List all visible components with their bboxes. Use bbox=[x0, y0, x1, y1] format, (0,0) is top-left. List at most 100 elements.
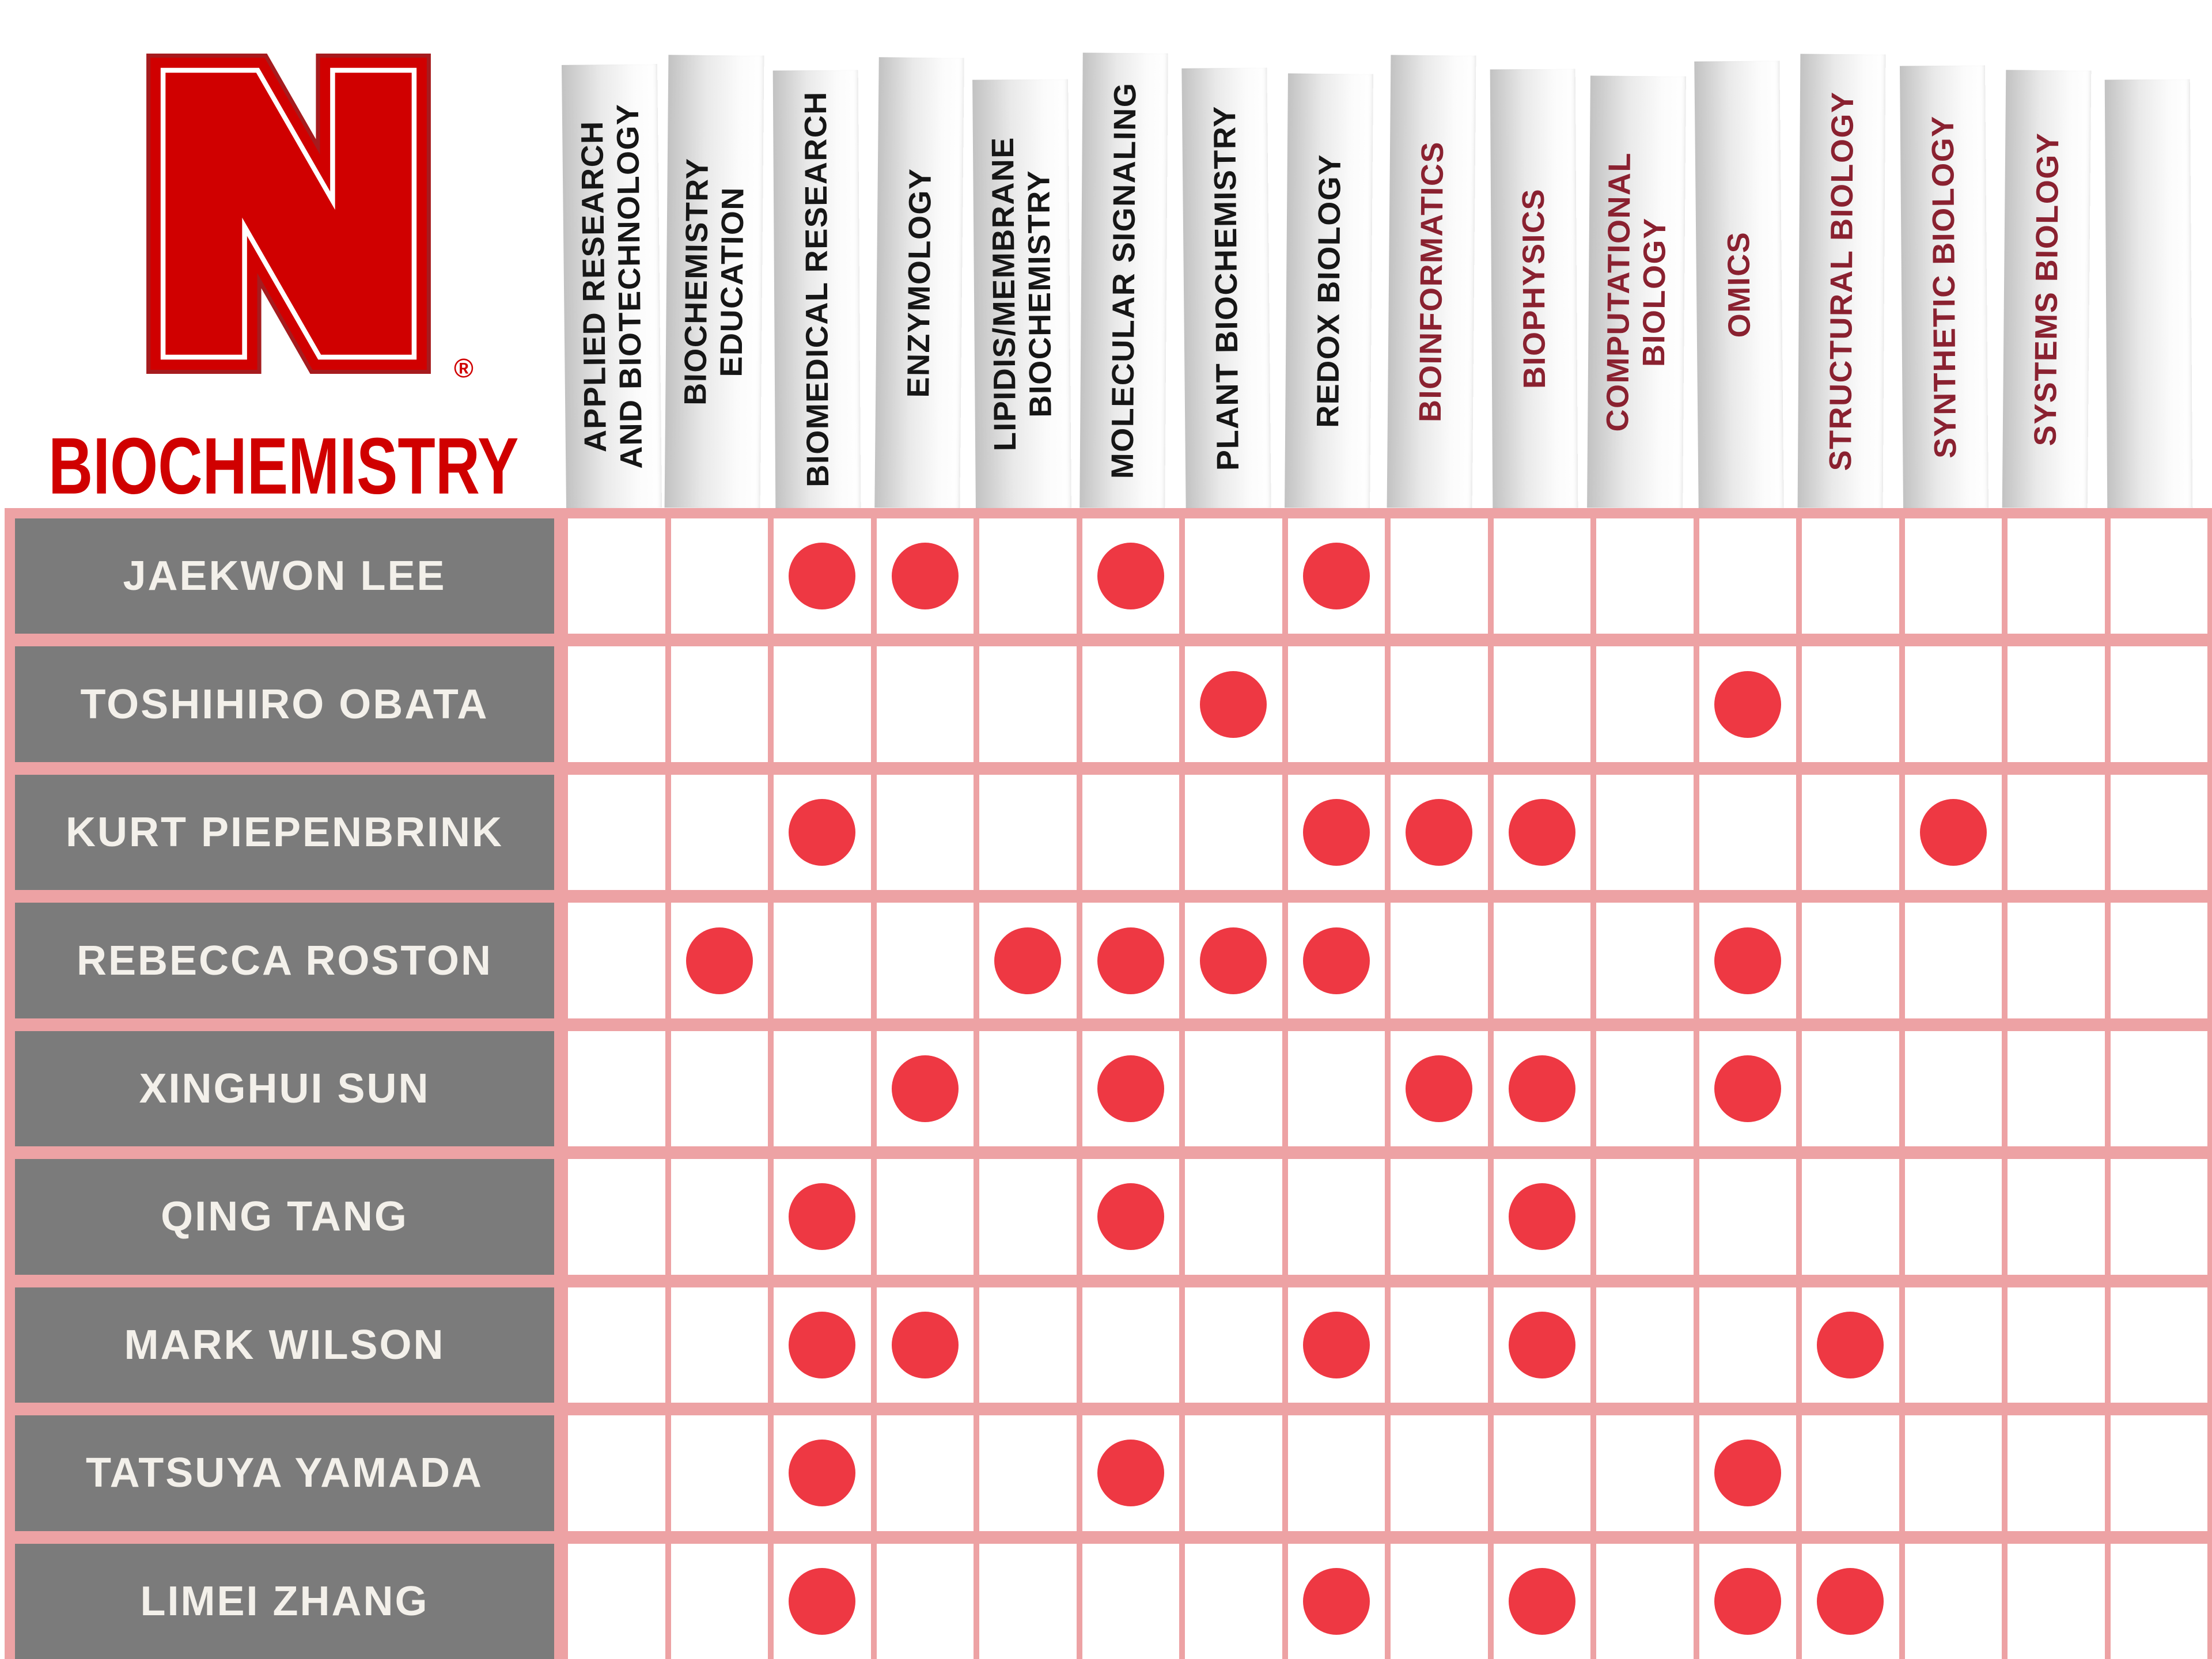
dot-qing-tang-molecular-signaling bbox=[1097, 1183, 1164, 1251]
column-header-redox-biology: REDOX BIOLOGY bbox=[1285, 73, 1374, 509]
dot-tatsuya-yamada-biomedical-research bbox=[789, 1440, 856, 1507]
row-label-limei-zhang: LIMEI ZHANG bbox=[15, 1543, 562, 1659]
grid-cell-mark-wilson-lipidis-membrane-biochemistry bbox=[979, 1287, 1077, 1403]
faculty-matrix: JAEKWON LEE TOSHIHIRO OBATA KURT PIEPENBRI… bbox=[5, 508, 2212, 1659]
row-label-jaekwon-lee: JAEKWON LEE bbox=[15, 518, 562, 634]
grid-cell-jaekwon-lee-applied-research-and-biotechnology bbox=[568, 518, 665, 634]
grid-cell-rebecca-roston-systems-biology bbox=[2008, 903, 2105, 1018]
grid-cell-tatsuya-yamada-structural-biology bbox=[1802, 1415, 1899, 1531]
grid-cell-toshihiro-obata-molecular-signaling bbox=[1082, 646, 1179, 762]
row-label-mark-wilson: MARK WILSON bbox=[15, 1287, 562, 1403]
grid-cell-xinghui-sun-applied-research-and-biotechnology bbox=[568, 1031, 665, 1147]
grid-cell-limei-zhang-biophysics bbox=[1493, 1543, 1590, 1659]
grid-cell-xinghui-sun-synthetic-biology bbox=[1904, 1031, 2002, 1147]
column-header-biomedical-research: BIOMEDICAL RESEARCH bbox=[772, 70, 861, 509]
grid-cell-tatsuya-yamada-biochemistry-education bbox=[671, 1415, 768, 1531]
grid-cell-qing-tang-molecular-signaling bbox=[1082, 1159, 1179, 1275]
column-header-label: BIOINFORMATICS bbox=[1413, 141, 1450, 423]
dot-qing-tang-biomedical-research bbox=[789, 1183, 856, 1251]
dot-limei-zhang-omics bbox=[1714, 1567, 1781, 1635]
grid-cell-qing-tang-biomedical-research bbox=[774, 1159, 871, 1275]
grid-cell-limei-zhang-structural-biology bbox=[1802, 1543, 1899, 1659]
column-header-label: LIPIDIS/MEMBRANE BIOCHEMISTRY bbox=[985, 137, 1058, 452]
dot-rebecca-roston-biochemistry-education bbox=[685, 927, 753, 994]
grid-cell-xinghui-sun-enzymology bbox=[876, 1031, 974, 1147]
grid-cell-rebecca-roston-structural-biology bbox=[1802, 903, 1899, 1018]
column-header-label: MOLECULAR SIGNALING bbox=[1105, 82, 1143, 479]
dot-limei-zhang-redox-biology bbox=[1302, 1567, 1370, 1635]
grid-cell-mark-wilson-structural-biology bbox=[1802, 1287, 1899, 1403]
brand-wordmark: BIOCHEMISTRY bbox=[48, 421, 519, 511]
column-header-label: OMICS bbox=[1721, 231, 1757, 338]
grid-cell-toshihiro-obata-applied-research-and-biotechnology bbox=[568, 646, 665, 762]
grid-cell-toshihiro-obata-omics bbox=[1699, 646, 1796, 762]
grid-cell-rebecca-roston-redox-biology bbox=[1287, 903, 1385, 1018]
grid-cell-mark-wilson-synthetic-biology bbox=[1904, 1287, 2002, 1403]
grid-cell-tatsuya-yamada-computational-biology bbox=[1596, 1415, 1694, 1531]
grid-cell-qing-tang-biochemistry-education bbox=[671, 1159, 768, 1275]
grid-cell-rebecca-roston-enzymology bbox=[876, 903, 974, 1018]
column-header-label: SYNTHETIC BIOLOGY bbox=[1925, 115, 1963, 459]
column-header-structural-biology: STRUCTURAL BIOLOGY bbox=[1797, 54, 1886, 509]
dot-jaekwon-lee-redox-biology bbox=[1302, 543, 1370, 610]
grid-cell-jaekwon-lee-computational-biology bbox=[1596, 518, 1694, 634]
dot-jaekwon-lee-biomedical-research bbox=[789, 543, 856, 610]
grid-cell-xinghui-sun-molecular-signaling bbox=[1082, 1031, 1179, 1147]
grid-cell-mark-wilson-applied-research-and-biotechnology bbox=[568, 1287, 665, 1403]
grid-cell-qing-tang-blank bbox=[2110, 1159, 2207, 1275]
grid-cell-limei-zhang-bioinformatics bbox=[1391, 1543, 1488, 1659]
grid-cell-rebecca-roston-applied-research-and-biotechnology bbox=[568, 903, 665, 1018]
grid-cell-xinghui-sun-blank bbox=[2110, 1031, 2207, 1147]
dot-mark-wilson-redox-biology bbox=[1302, 1311, 1370, 1378]
grid-cell-limei-zhang-lipidis-membrane-biochemistry bbox=[979, 1543, 1077, 1659]
grid-cell-tatsuya-yamada-plant-biochemistry bbox=[1185, 1415, 1282, 1531]
column-header-applied-research-and-biotechnology: APPLIED RESEARCH AND BIOTECHNOLOGY bbox=[561, 64, 662, 509]
grid-cell-toshihiro-obata-enzymology bbox=[876, 646, 974, 762]
column-header-biochemistry-education: BIOCHEMISTRY EDUCATION bbox=[664, 55, 764, 509]
dot-qing-tang-biophysics bbox=[1508, 1183, 1575, 1251]
dot-jaekwon-lee-enzymology bbox=[891, 543, 959, 610]
dot-tatsuya-yamada-omics bbox=[1714, 1440, 1781, 1507]
dot-rebecca-roston-molecular-signaling bbox=[1097, 927, 1164, 994]
grid-cell-mark-wilson-omics bbox=[1699, 1287, 1796, 1403]
grid-cell-mark-wilson-plant-biochemistry bbox=[1185, 1287, 1282, 1403]
grid-cell-tatsuya-yamada-biophysics bbox=[1493, 1415, 1590, 1531]
grid-cell-rebecca-roston-biomedical-research bbox=[774, 903, 871, 1018]
grid-cell-jaekwon-lee-bioinformatics bbox=[1391, 518, 1488, 634]
dot-kurt-piepenbrink-biophysics bbox=[1508, 799, 1575, 866]
grid-cell-xinghui-sun-bioinformatics bbox=[1391, 1031, 1488, 1147]
grid-cell-qing-tang-biophysics bbox=[1493, 1159, 1590, 1275]
dot-rebecca-roston-plant-biochemistry bbox=[1200, 927, 1267, 994]
grid-cell-tatsuya-yamada-enzymology bbox=[876, 1415, 974, 1531]
grid-cell-rebecca-roston-biophysics bbox=[1493, 903, 1590, 1018]
dot-limei-zhang-biophysics bbox=[1508, 1567, 1575, 1635]
grid-cell-qing-tang-structural-biology bbox=[1802, 1159, 1899, 1275]
dot-limei-zhang-structural-biology bbox=[1817, 1567, 1884, 1635]
grid-cell-toshihiro-obata-synthetic-biology bbox=[1904, 646, 2002, 762]
column-header-label: BIOPHYSICS bbox=[1516, 188, 1552, 389]
dot-mark-wilson-enzymology bbox=[891, 1311, 959, 1378]
grid-cell-xinghui-sun-lipidis-membrane-biochemistry bbox=[979, 1031, 1077, 1147]
grid-cell-rebecca-roston-blank bbox=[2110, 903, 2207, 1018]
dot-rebecca-roston-redox-biology bbox=[1302, 927, 1370, 994]
column-header-label: SYSTEMS BIOLOGY bbox=[2028, 132, 2065, 446]
grid-cell-kurt-piepenbrink-lipidis-membrane-biochemistry bbox=[979, 774, 1077, 891]
grid-cell-kurt-piepenbrink-bioinformatics bbox=[1391, 774, 1488, 891]
column-header-label: STRUCTURAL BIOLOGY bbox=[1823, 91, 1860, 471]
grid-cell-limei-zhang-systems-biology bbox=[2008, 1543, 2105, 1659]
grid-cell-jaekwon-lee-plant-biochemistry bbox=[1185, 518, 1282, 634]
dot-xinghui-sun-omics bbox=[1714, 1055, 1781, 1122]
block-n-inner-outline bbox=[160, 67, 417, 360]
grid-cell-rebecca-roston-synthetic-biology bbox=[1904, 903, 2002, 1018]
dot-rebecca-roston-lipidis-membrane-biochemistry bbox=[994, 927, 1062, 994]
dot-xinghui-sun-bioinformatics bbox=[1406, 1055, 1473, 1122]
grid-cell-qing-tang-computational-biology bbox=[1596, 1159, 1694, 1275]
grid-cell-xinghui-sun-biophysics bbox=[1493, 1031, 1590, 1147]
column-header-synthetic-biology: SYNTHETIC BIOLOGY bbox=[1899, 65, 1988, 509]
grid-cell-qing-tang-redox-biology bbox=[1287, 1159, 1385, 1275]
grid-cell-mark-wilson-biochemistry-education bbox=[671, 1287, 768, 1403]
grid-cell-limei-zhang-plant-biochemistry bbox=[1185, 1543, 1282, 1659]
grid-cell-tatsuya-yamada-molecular-signaling bbox=[1082, 1415, 1179, 1531]
column-header-biophysics: BIOPHYSICS bbox=[1490, 69, 1578, 509]
grid-cell-limei-zhang-synthetic-biology bbox=[1904, 1543, 2002, 1659]
